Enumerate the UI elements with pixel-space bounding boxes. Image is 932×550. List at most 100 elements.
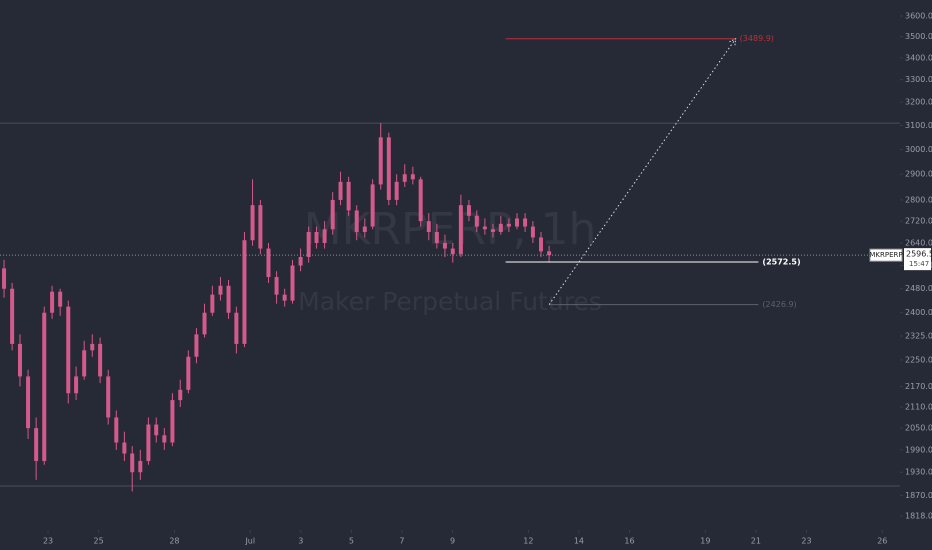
x-tick-label: 12 bbox=[523, 537, 533, 546]
candle-body bbox=[362, 226, 367, 232]
level-label: (2426.9) bbox=[762, 300, 796, 309]
price-box bbox=[904, 248, 931, 271]
x-tick-label: 3 bbox=[298, 537, 303, 546]
candle-body bbox=[370, 184, 375, 227]
candle-body bbox=[418, 179, 423, 222]
y-tick-label: 3000.0 bbox=[905, 145, 932, 154]
y-tick-label: 3400.0 bbox=[905, 53, 932, 62]
x-tick-label: 5 bbox=[349, 537, 354, 546]
candle-body bbox=[218, 285, 223, 295]
x-tick-label: 14 bbox=[574, 537, 584, 546]
x-tick-label: 7 bbox=[399, 537, 404, 546]
x-tick-label: 23 bbox=[43, 537, 53, 546]
y-tick-label: 2325.0 bbox=[905, 331, 932, 340]
candle-body bbox=[130, 453, 135, 473]
candle-body bbox=[314, 231, 319, 243]
y-tick-label: 1990.0 bbox=[905, 445, 932, 454]
candle-body bbox=[98, 343, 103, 377]
candle-body bbox=[482, 226, 487, 230]
y-tick-label: 1930.0 bbox=[905, 468, 932, 477]
candle-body bbox=[66, 306, 71, 394]
candle-body bbox=[170, 400, 175, 443]
candle-body bbox=[386, 137, 391, 200]
candle-body bbox=[346, 181, 351, 211]
y-tick-label: 3100.0 bbox=[905, 121, 932, 130]
y-tick-label: 3500.0 bbox=[905, 32, 932, 41]
candle-body bbox=[114, 417, 119, 443]
candle-body bbox=[106, 376, 111, 418]
symbol-box bbox=[869, 248, 903, 262]
level-label: (2572.5) bbox=[762, 257, 800, 266]
candle-body bbox=[402, 174, 407, 182]
candle-body bbox=[266, 248, 271, 278]
candle-body bbox=[442, 242, 447, 249]
arrow-head bbox=[729, 37, 737, 46]
candle-body bbox=[250, 205, 255, 241]
candle-body bbox=[490, 229, 495, 232]
candle-body bbox=[474, 215, 479, 227]
price-label: 2596.5 bbox=[906, 250, 932, 259]
y-tick-label: 2170.0 bbox=[905, 382, 932, 391]
y-tick-label: 2110.0 bbox=[905, 402, 932, 411]
candle-body bbox=[426, 221, 431, 232]
y-tick-label: 2640.0 bbox=[905, 238, 932, 247]
candle-body bbox=[178, 389, 183, 401]
candle-body bbox=[298, 256, 303, 266]
candle-body bbox=[17, 343, 22, 377]
candle-body bbox=[186, 356, 191, 390]
candle-body bbox=[34, 428, 39, 461]
candle-body bbox=[290, 265, 295, 301]
candle-body bbox=[466, 205, 471, 216]
candle-body bbox=[394, 181, 399, 200]
watermark-title: MKRPERP, 1h bbox=[304, 204, 597, 255]
candle-body bbox=[410, 174, 415, 180]
y-tick-label: 3200.0 bbox=[905, 98, 932, 107]
candle-body bbox=[122, 442, 127, 454]
candle-body bbox=[2, 268, 7, 289]
candle-body bbox=[226, 285, 231, 313]
candle-body bbox=[282, 294, 287, 301]
candle-body bbox=[90, 343, 95, 351]
x-tick-label: 9 bbox=[450, 537, 455, 546]
candle-body bbox=[530, 226, 535, 238]
x-tick-label: 21 bbox=[751, 537, 761, 546]
y-tick-label: 1870.0 bbox=[905, 491, 932, 500]
x-tick-label: 26 bbox=[877, 537, 887, 546]
y-tick-label: 2400.0 bbox=[905, 308, 932, 317]
candle-body bbox=[547, 251, 552, 256]
candle-body bbox=[306, 231, 311, 257]
y-tick-label: 2480.0 bbox=[905, 284, 932, 293]
candle-body bbox=[138, 460, 143, 473]
watermark-subtitle: Maker Perpetual Futures bbox=[298, 287, 602, 316]
candle-body bbox=[42, 312, 47, 461]
candle-body bbox=[234, 312, 239, 344]
symbol-label: MKRPERP bbox=[869, 251, 902, 259]
y-tick-label: 2900.0 bbox=[905, 170, 932, 179]
candle-body bbox=[26, 376, 31, 429]
candle-body bbox=[330, 199, 335, 230]
candle-body bbox=[242, 240, 247, 344]
y-tick-label: 3600.0 bbox=[905, 12, 932, 21]
candle-body bbox=[82, 350, 87, 377]
y-tick-label: 1818.0 bbox=[905, 512, 932, 521]
level-label: (3489.9) bbox=[740, 34, 774, 43]
candle-body bbox=[10, 288, 15, 344]
candle-body bbox=[50, 291, 55, 313]
candle-body bbox=[258, 205, 263, 249]
x-tick-label: 28 bbox=[169, 537, 179, 546]
x-tick-label: Jul bbox=[244, 537, 255, 546]
x-tick-label: 23 bbox=[801, 537, 811, 546]
time-label: 15:47 bbox=[909, 260, 929, 268]
candle-body bbox=[162, 435, 167, 443]
y-tick-label: 2250.0 bbox=[905, 355, 932, 364]
candle-body bbox=[539, 237, 544, 252]
y-tick-label: 2800.0 bbox=[905, 195, 932, 204]
candle-body bbox=[354, 210, 359, 232]
candle-body bbox=[338, 181, 343, 200]
candle-body bbox=[458, 205, 463, 255]
candle-body bbox=[434, 231, 439, 243]
x-tick-label: 25 bbox=[94, 537, 104, 546]
candle-body bbox=[202, 312, 207, 335]
candle-body bbox=[506, 223, 511, 227]
